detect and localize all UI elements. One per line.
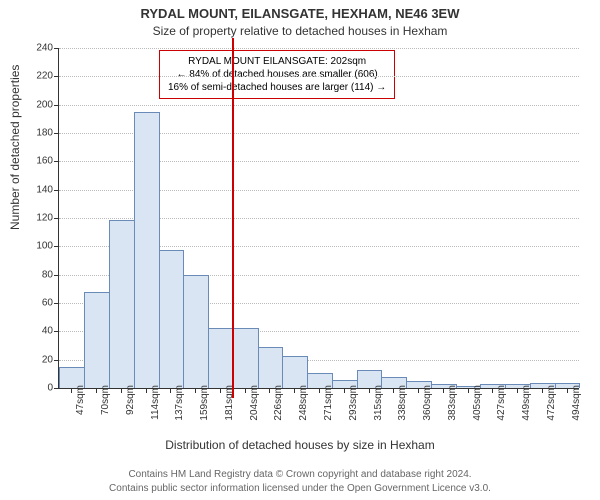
callout-line-3: 16% of semi-detached houses are larger (…	[168, 81, 386, 94]
xtick-mark	[492, 388, 493, 393]
xtick-label: 70sqm	[100, 385, 111, 415]
ytick-label: 60	[23, 298, 53, 309]
xtick-mark	[468, 388, 469, 393]
callout-line-1: RYDAL MOUNT EILANSGATE: 202sqm	[168, 55, 386, 68]
ytick-mark	[54, 48, 59, 49]
gridline	[59, 48, 579, 49]
xtick-label: 360sqm	[422, 385, 433, 421]
xtick-mark	[517, 388, 518, 393]
xtick-label: 383sqm	[447, 385, 458, 421]
ytick-mark	[54, 275, 59, 276]
histogram-bar	[109, 220, 135, 388]
xtick-mark	[146, 388, 147, 393]
xtick-label: 449sqm	[521, 385, 532, 421]
xtick-label: 204sqm	[249, 385, 260, 421]
histogram-bar	[258, 347, 284, 388]
ytick-mark	[54, 76, 59, 77]
y-axis-label: Number of detached properties	[8, 65, 22, 230]
xtick-mark	[344, 388, 345, 393]
chart-title: RYDAL MOUNT, EILANSGATE, HEXHAM, NE46 3E…	[0, 6, 600, 21]
gridline	[59, 105, 579, 106]
ytick-label: 0	[23, 383, 53, 394]
reference-line	[232, 38, 234, 398]
ytick-mark	[54, 331, 59, 332]
xtick-mark	[443, 388, 444, 393]
histogram-bar	[84, 292, 110, 388]
footer-line-1: Contains HM Land Registry data © Crown c…	[0, 469, 600, 480]
ytick-mark	[54, 105, 59, 106]
xtick-label: 338sqm	[397, 385, 408, 421]
xtick-label: 137sqm	[174, 385, 185, 421]
ytick-label: 20	[23, 354, 53, 365]
xtick-mark	[567, 388, 568, 393]
ytick-mark	[54, 360, 59, 361]
xtick-mark	[418, 388, 419, 393]
histogram-bar	[159, 250, 185, 388]
chart-container: RYDAL MOUNT, EILANSGATE, HEXHAM, NE46 3E…	[0, 0, 600, 500]
ytick-label: 80	[23, 269, 53, 280]
ytick-mark	[54, 246, 59, 247]
ytick-mark	[54, 388, 59, 389]
xtick-mark	[220, 388, 221, 393]
xtick-mark	[195, 388, 196, 393]
xtick-label: 293sqm	[348, 385, 359, 421]
xtick-mark	[294, 388, 295, 393]
ytick-label: 180	[23, 128, 53, 139]
histogram-bar	[233, 328, 259, 389]
xtick-mark	[319, 388, 320, 393]
xtick-mark	[269, 388, 270, 393]
ytick-label: 240	[23, 43, 53, 54]
ytick-mark	[54, 303, 59, 304]
xtick-label: 248sqm	[298, 385, 309, 421]
chart-subtitle: Size of property relative to detached ho…	[0, 24, 600, 38]
xtick-label: 159sqm	[199, 385, 210, 421]
xtick-label: 405sqm	[472, 385, 483, 421]
xtick-label: 47sqm	[75, 385, 86, 415]
xtick-mark	[170, 388, 171, 393]
xtick-mark	[542, 388, 543, 393]
xtick-mark	[245, 388, 246, 393]
callout-line-2: ← 84% of detached houses are smaller (60…	[168, 68, 386, 81]
xtick-label: 494sqm	[571, 385, 582, 421]
gridline	[59, 76, 579, 77]
plot-area: RYDAL MOUNT EILANSGATE: 202sqm ← 84% of …	[58, 48, 579, 389]
xtick-mark	[96, 388, 97, 393]
ytick-mark	[54, 218, 59, 219]
x-axis-label: Distribution of detached houses by size …	[0, 438, 600, 452]
xtick-mark	[71, 388, 72, 393]
xtick-mark	[121, 388, 122, 393]
xtick-label: 92sqm	[125, 385, 136, 415]
xtick-label: 226sqm	[273, 385, 284, 421]
footer-line-2: Contains public sector information licen…	[0, 483, 600, 494]
ytick-label: 40	[23, 326, 53, 337]
ytick-label: 140	[23, 184, 53, 195]
xtick-label: 114sqm	[150, 385, 161, 420]
xtick-mark	[369, 388, 370, 393]
histogram-bar	[183, 275, 209, 388]
histogram-bar	[134, 112, 160, 388]
xtick-label: 427sqm	[496, 385, 507, 421]
histogram-bar	[208, 328, 234, 389]
ytick-label: 220	[23, 71, 53, 82]
xtick-label: 271sqm	[323, 385, 334, 421]
ytick-label: 100	[23, 241, 53, 252]
ytick-label: 160	[23, 156, 53, 167]
ytick-mark	[54, 190, 59, 191]
xtick-mark	[393, 388, 394, 393]
ytick-label: 120	[23, 213, 53, 224]
ytick-mark	[54, 161, 59, 162]
ytick-label: 200	[23, 99, 53, 110]
ytick-mark	[54, 133, 59, 134]
xtick-label: 315sqm	[373, 385, 384, 421]
histogram-bar	[282, 356, 308, 388]
xtick-label: 472sqm	[546, 385, 557, 421]
callout-box: RYDAL MOUNT EILANSGATE: 202sqm ← 84% of …	[159, 50, 395, 99]
